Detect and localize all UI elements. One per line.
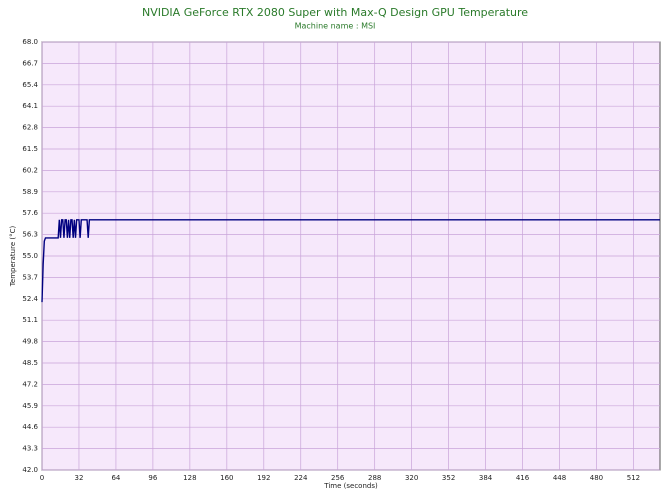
x-tick-label: 416 xyxy=(516,474,530,482)
x-tick-label: 448 xyxy=(553,474,566,482)
y-tick-label: 64.1 xyxy=(22,102,38,110)
chart-title: NVIDIA GeForce RTX 2080 Super with Max-Q… xyxy=(142,6,528,19)
y-tick-label: 48.5 xyxy=(22,359,38,367)
x-tick-label: 192 xyxy=(257,474,270,482)
data-line xyxy=(41,219,660,303)
x-tick-label: 512 xyxy=(627,474,640,482)
chart-subtitle: Machine name : MSI xyxy=(295,22,376,31)
x-tick-label: 224 xyxy=(294,474,308,482)
y-tick-label: 49.8 xyxy=(22,338,38,346)
x-tick-label: 352 xyxy=(442,474,455,482)
y-tick-label: 55.0 xyxy=(22,252,38,260)
y-tick-label: 62.8 xyxy=(22,124,38,132)
x-tick-label: 256 xyxy=(331,474,345,482)
x-tick-label: 160 xyxy=(220,474,233,482)
x-tick-label: 480 xyxy=(590,474,603,482)
y-axis-label: Temperature (°C) xyxy=(9,226,17,288)
y-tick-label: 52.4 xyxy=(22,295,38,303)
y-tick-label: 43.3 xyxy=(22,445,38,453)
y-tick-label: 61.5 xyxy=(22,145,38,153)
x-tick-label: 96 xyxy=(148,474,157,482)
x-tick-label: 288 xyxy=(368,474,381,482)
y-tick-label: 44.6 xyxy=(22,423,38,431)
y-tick-label: 53.7 xyxy=(22,273,38,281)
y-tick-label: 56.3 xyxy=(22,231,38,239)
y-tick-label: 68.0 xyxy=(22,38,38,46)
x-tick-label: 0 xyxy=(40,474,44,482)
x-tick-label: 320 xyxy=(405,474,418,482)
y-tick-label: 45.9 xyxy=(22,402,38,410)
x-axis-label: Time (seconds) xyxy=(323,482,378,490)
y-tick-label: 60.2 xyxy=(22,166,38,174)
x-tick-label: 384 xyxy=(479,474,493,482)
y-tick-label: 57.6 xyxy=(22,209,38,217)
x-tick-label: 32 xyxy=(75,474,84,482)
y-tick-label: 65.4 xyxy=(22,81,38,89)
x-tick-label: 128 xyxy=(183,474,196,482)
x-tick-label: 64 xyxy=(111,474,120,482)
y-tick-label: 66.7 xyxy=(22,59,38,67)
y-tick-label: 47.2 xyxy=(22,380,38,388)
y-tick-label: 58.9 xyxy=(22,188,38,196)
y-tick-label: 42.0 xyxy=(22,466,38,474)
y-tick-label: 51.1 xyxy=(22,316,38,324)
